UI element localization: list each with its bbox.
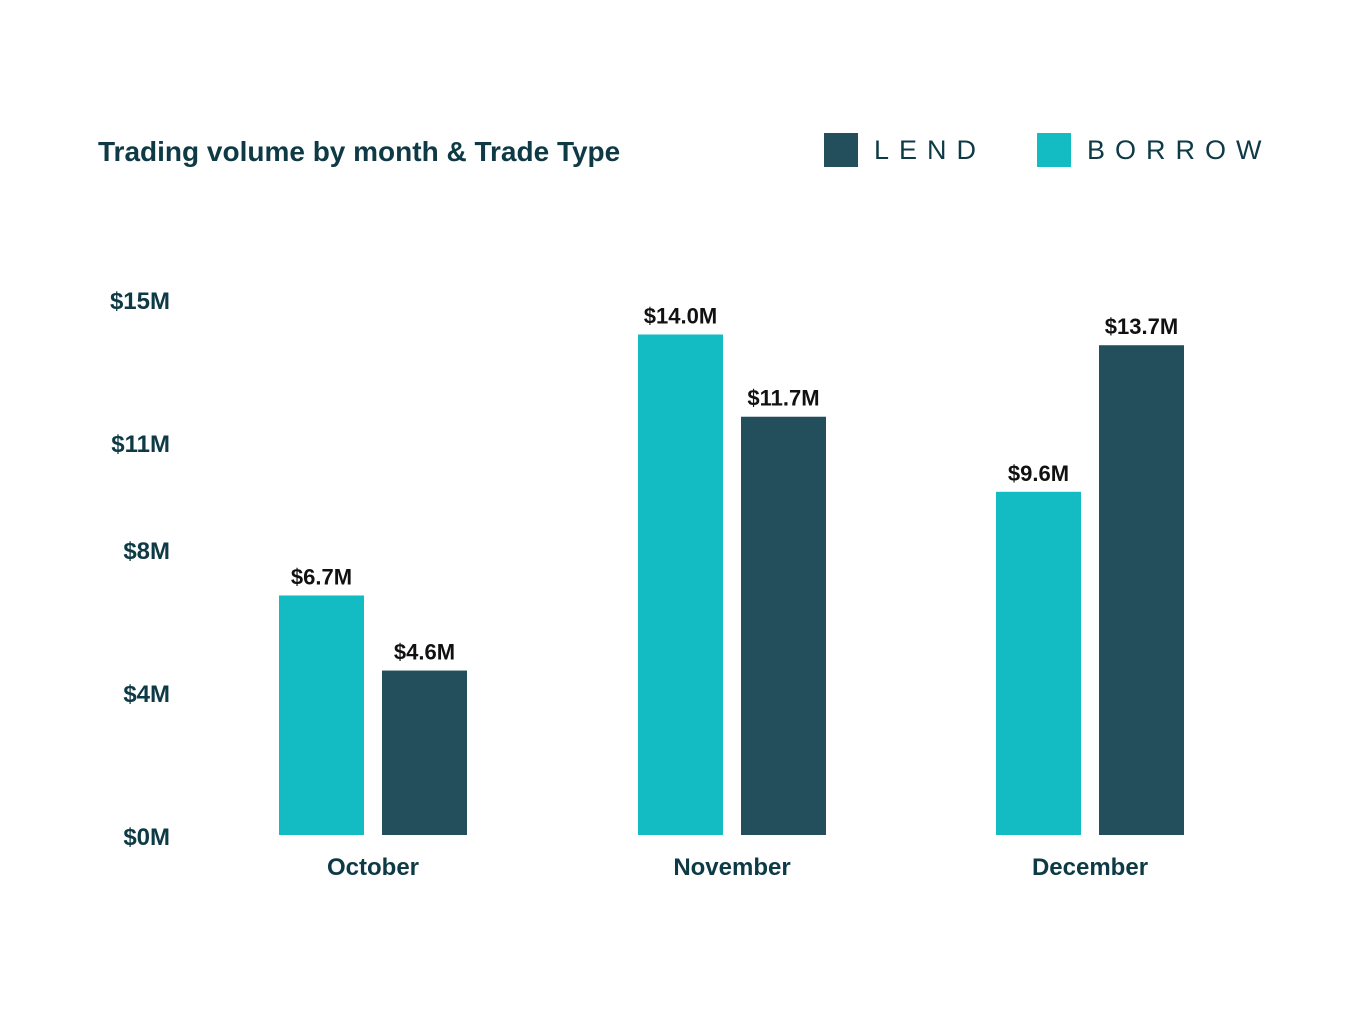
bar-value-label: $6.7M [291, 564, 352, 589]
bar-borrow-november [638, 334, 723, 835]
bar-lend-october [382, 670, 467, 835]
bar-value-label: $11.7M [747, 386, 819, 411]
legend-label-lend: LEND [874, 134, 987, 165]
bar-value-label: $4.6M [394, 640, 455, 665]
y-tick-label: $0M [123, 824, 170, 851]
x-tick-label: November [673, 854, 790, 881]
legend: LEND BORROW [0, 133, 1364, 173]
bar-lend-november [741, 416, 826, 835]
bar-lend-december [1099, 345, 1184, 835]
y-tick-label: $4M [123, 681, 170, 708]
legend-item-borrow: BORROW [1037, 133, 1272, 167]
bar-borrow-october [279, 595, 364, 835]
chart-title: Trading volume by month & Trade Type [98, 136, 621, 167]
bar-value-label: $13.7M [1105, 314, 1178, 339]
x-tick-label: December [1032, 854, 1148, 881]
x-tick-label: October [327, 854, 419, 881]
bar-borrow-december [996, 491, 1081, 835]
legend-swatch-lend [824, 133, 858, 167]
bar-value-label: $9.6M [1008, 461, 1069, 486]
bar-value-label: $14.0M [644, 304, 717, 329]
y-tick-label: $8M [123, 538, 170, 565]
legend-item-lend: LEND [824, 133, 986, 167]
legend-swatch-borrow [1037, 133, 1071, 167]
y-tick-label: $15M [110, 288, 170, 315]
y-tick-label: $11M [111, 431, 170, 458]
legend-label-borrow: BORROW [1087, 134, 1272, 165]
